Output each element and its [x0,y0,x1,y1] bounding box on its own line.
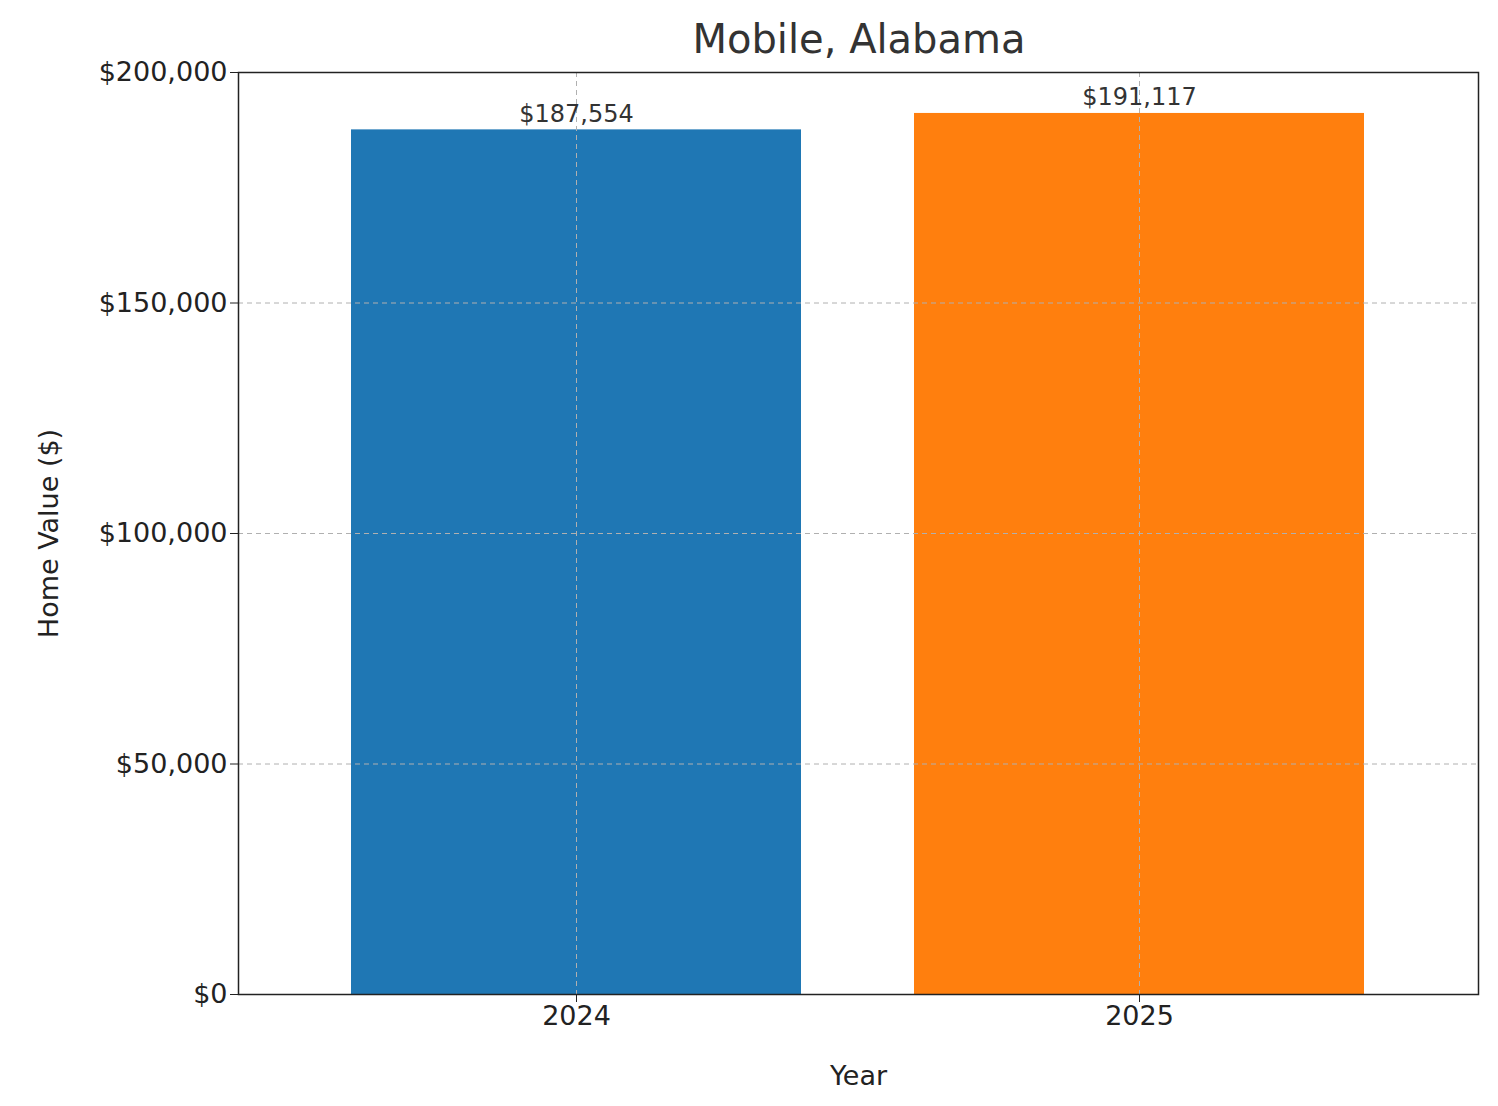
svg-text:2025: 2025 [1105,1000,1174,1031]
svg-text:Year: Year [829,1060,888,1091]
svg-text:$187,554: $187,554 [519,100,634,128]
html-text:Mobile, Alabama: Mobile, Alabama [692,16,1026,62]
svg-text:2024: 2024 [542,1000,611,1031]
svg-text:$0: $0 [193,978,227,1009]
svg-text:$50,000: $50,000 [116,748,228,779]
svg-text:$100,000: $100,000 [99,517,228,548]
svg-text:$191,117: $191,117 [1082,83,1197,111]
svg-text:$150,000: $150,000 [99,287,228,318]
svg-text:Home Value ($): Home Value ($) [33,429,64,638]
svg-text:$200,000: $200,000 [99,60,228,87]
